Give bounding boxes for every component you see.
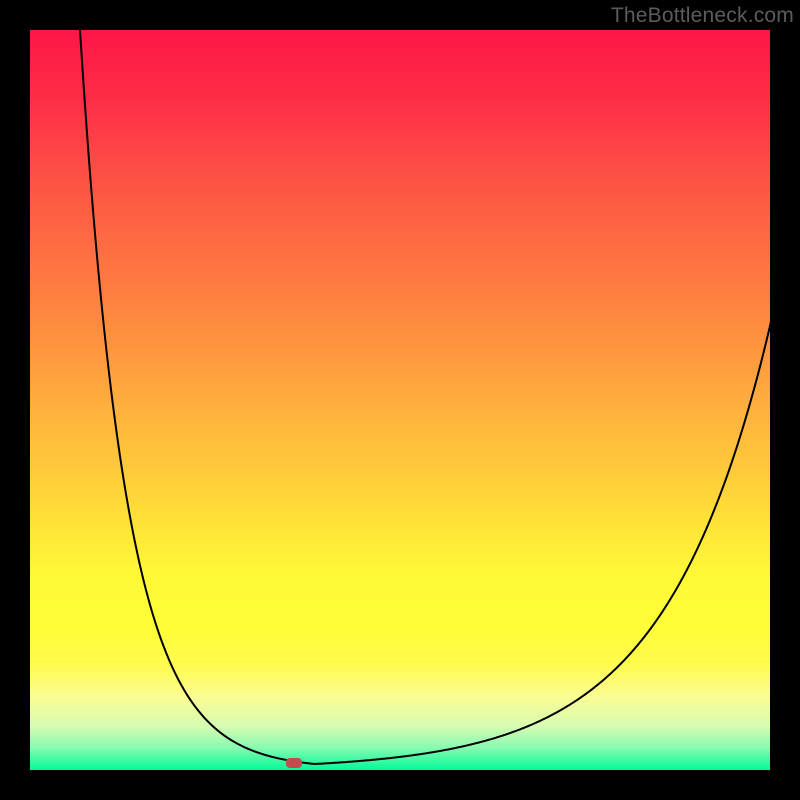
optimal-marker bbox=[286, 758, 302, 768]
watermark-text: TheBottleneck.com bbox=[611, 4, 794, 28]
chart-frame: TheBottleneck.com bbox=[0, 0, 800, 800]
plot-area bbox=[30, 30, 770, 770]
frame-border-left bbox=[0, 0, 30, 800]
frame-border-right bbox=[770, 0, 800, 800]
bottleneck-curve bbox=[30, 30, 770, 770]
frame-border-bottom bbox=[0, 770, 800, 800]
